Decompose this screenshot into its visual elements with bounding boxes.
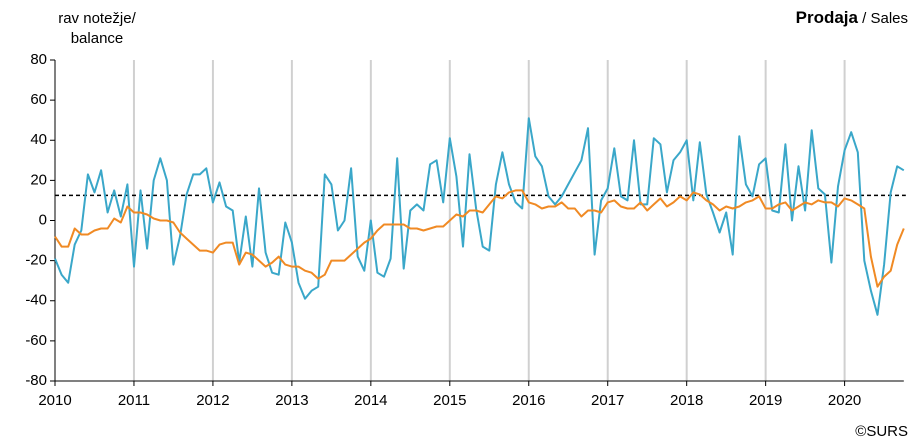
series-line [54, 117, 905, 316]
x-tick-label: 2020 [828, 392, 861, 409]
y-tick-label: -20 [25, 252, 47, 269]
y-tick-label: 0 [39, 211, 47, 228]
y-label-line2: balance [71, 30, 124, 47]
x-tick-label: 2010 [38, 392, 71, 409]
y-tick-label: 40 [30, 131, 47, 148]
x-tick-label: 2011 [118, 392, 150, 409]
x-tick-label: 2017 [591, 392, 624, 409]
x-tick-label: 2016 [512, 392, 545, 409]
y-label-line1: rav notežje/ [58, 10, 136, 27]
y-tick-label: 80 [30, 51, 47, 68]
x-tick-label: 2015 [433, 392, 466, 409]
y-tick-label: -60 [25, 332, 47, 349]
y-tick-label: -40 [25, 292, 47, 309]
chart-title: Prodaja / Sales [796, 8, 908, 27]
y-tick-label: 20 [30, 171, 47, 188]
y-tick-label: 60 [30, 91, 47, 108]
title-rest: / Sales [862, 10, 908, 27]
x-tick-label: 2013 [275, 392, 308, 409]
x-tick-label: 2019 [749, 392, 782, 409]
source: ©SURS [855, 423, 908, 440]
x-tick-label: 2012 [196, 392, 229, 409]
y-tick-label: -80 [25, 372, 47, 389]
title-bold: Prodaja [796, 8, 859, 27]
series-line [54, 189, 905, 288]
x-tick-label: 2018 [670, 392, 703, 409]
x-tick-label: 2014 [354, 392, 387, 409]
